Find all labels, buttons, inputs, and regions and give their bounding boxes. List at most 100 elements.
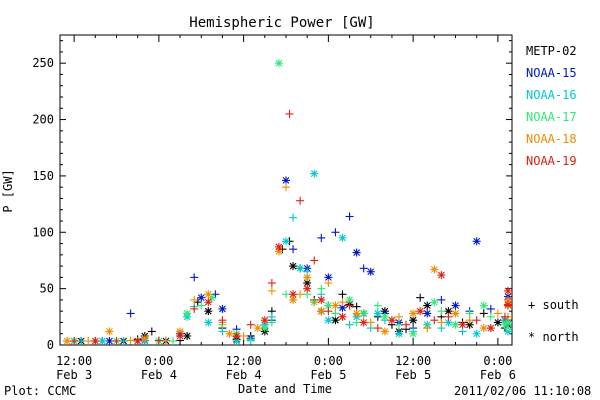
point-stroke [289,290,297,298]
x-tick-label-time: 0:00 [483,354,512,368]
legend-item-noaa-18: NOAA-18 [526,132,577,146]
north-point [183,331,192,340]
south-point [239,331,248,340]
south-point [352,302,361,311]
north-point [416,307,425,316]
point-stroke [473,237,481,245]
south-point [338,298,347,307]
footer-timestamp: 2011/02/06 11:10:08 [454,384,592,398]
north-point [504,286,512,295]
south-point [465,309,474,318]
point-stroke [317,296,325,304]
point-stroke [282,177,290,184]
point-stroke [310,170,318,178]
point-stroke [254,324,262,332]
x-tick-label-date: Feb 4 [226,368,262,382]
north-point [204,318,213,327]
north-point [387,316,396,325]
south-point [246,335,255,344]
south-point [324,279,333,287]
north-point [437,271,446,280]
south-point [267,318,276,327]
north-point [423,301,432,310]
point-stroke [176,332,184,340]
point-stroke [183,332,191,340]
south-point [197,301,206,310]
south-point [126,309,135,318]
north-point [380,327,389,336]
north-point [338,233,347,242]
series-noaa-18 [63,183,512,345]
data-points [63,59,512,345]
point-stroke [409,330,417,338]
point-stroke [423,302,431,309]
point-stroke [106,337,113,345]
south-point [465,316,474,325]
south-point [373,301,382,310]
north-point [317,295,326,304]
point-stroke [346,296,353,304]
point-stroke [98,337,106,345]
point-stroke [339,234,346,242]
north-point [98,337,107,345]
north-point [409,309,418,318]
symbol-south-glyph: + [528,298,536,312]
point-stroke [437,271,445,279]
symbol-legend-south: + south [528,298,579,312]
north-point [197,293,206,302]
point-stroke [452,302,459,309]
y-axis-label: P [GW] [1,169,15,212]
south-point [211,290,220,299]
north-point [472,237,481,246]
south-point [70,337,79,345]
north-point [225,329,234,338]
legend-item-noaa-16: NOAA-16 [526,88,577,102]
point-stroke [504,319,512,326]
south-point [282,290,290,299]
y-tick-label: 250 [32,56,54,70]
point-stroke [324,273,332,281]
chart-title: Hemispheric Power [GW] [189,15,374,31]
north-point [183,309,192,318]
south-point [154,336,163,345]
south-point [493,309,502,318]
x-tick-label-date: Feb 3 [56,368,92,382]
south-point [296,290,305,299]
south-point [359,264,368,273]
x-tick-label-time: 0:00 [144,354,173,368]
point-stroke [275,243,283,251]
south-point [289,245,298,254]
south-point [218,327,227,336]
y-tick-label: 200 [32,113,54,127]
north-point [133,337,142,345]
south-point [366,318,375,327]
y-tick-label: 150 [32,169,54,183]
north-point [409,316,418,325]
north-point [140,334,149,343]
north-point [451,320,460,329]
point-stroke [219,305,226,313]
south-point [331,309,340,318]
symbol-south-label: south [542,298,579,312]
x-tick-label-time: 0:00 [314,354,343,368]
point-stroke [353,310,361,317]
point-stroke [430,298,438,306]
legend-item-noaa-15: NOAA-15 [526,66,577,80]
point-stroke [296,264,304,272]
north-point [289,290,298,299]
south-point [331,228,340,237]
north-point [91,337,100,345]
north-point [430,298,439,307]
south-point [190,304,199,313]
north-point [451,309,460,318]
point-stroke [324,316,332,324]
north-point [458,320,467,329]
north-point [479,301,488,310]
south-point [345,301,354,310]
north-point [324,316,333,325]
series-noaa-16 [77,169,512,345]
point-stroke [487,324,495,332]
x-axis-label: Date and Time [238,382,332,396]
point-stroke [374,310,382,317]
south-point [285,109,294,118]
